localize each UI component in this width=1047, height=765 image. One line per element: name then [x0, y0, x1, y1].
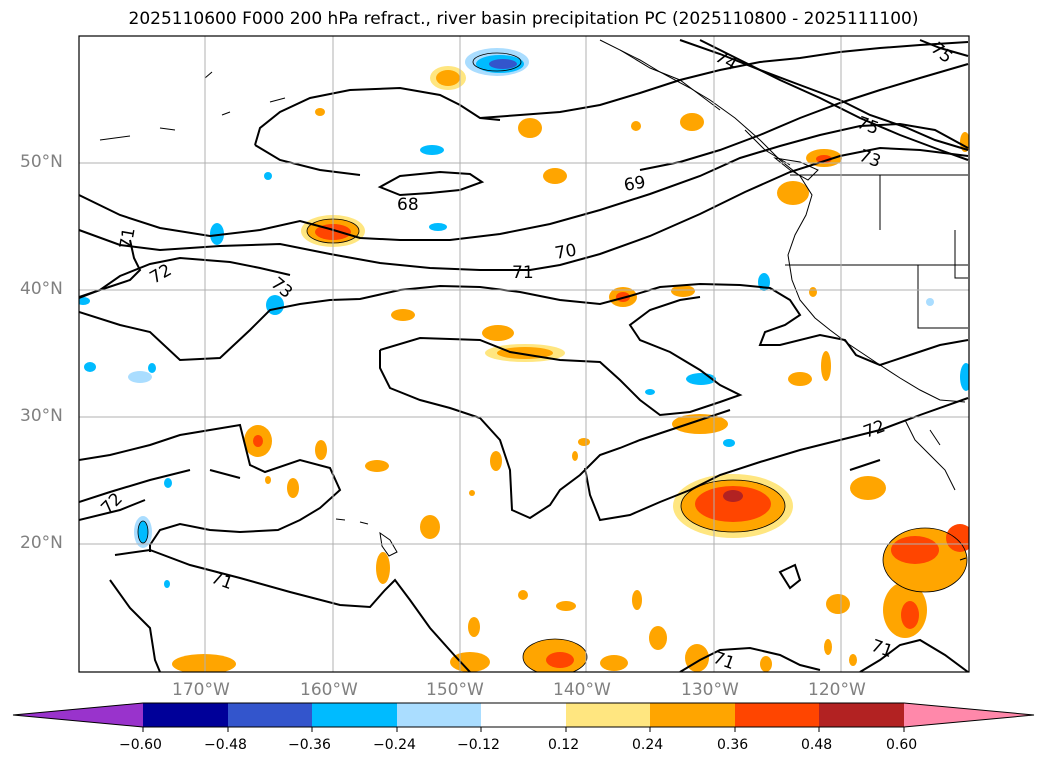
colorbar-tick-label: 0.48	[801, 737, 833, 753]
lat-label: 50°N	[20, 152, 63, 172]
contour-label: 69	[622, 172, 647, 195]
lat-label: 20°N	[20, 533, 63, 553]
contour-label: 70	[553, 240, 578, 263]
lat-label: 30°N	[20, 406, 63, 426]
colorbar-segment	[397, 703, 481, 727]
graticule	[79, 36, 969, 672]
colorbar-segment	[228, 703, 312, 727]
colorbar-tick-label: 0.24	[632, 737, 664, 753]
lon-label: 170°W	[172, 680, 230, 700]
colorbar-tick-label: −0.24	[373, 737, 416, 753]
colorbar-segment	[312, 703, 397, 727]
lat-label: 40°N	[20, 279, 63, 299]
colorbar-segment	[13, 703, 143, 727]
refractivity-contours	[79, 39, 969, 672]
colorbar-segment	[566, 703, 650, 727]
contour-label: 68	[397, 195, 419, 215]
colorbar-tick-label: −0.48	[204, 737, 247, 753]
lon-label: 140°W	[553, 680, 611, 700]
lon-label: 150°W	[426, 680, 484, 700]
colorbar	[12, 702, 1035, 732]
colorbar-segment	[735, 703, 819, 727]
lon-label: 130°W	[681, 680, 739, 700]
colorbar-segment	[904, 703, 1034, 727]
contour-label: 71	[512, 263, 534, 283]
colorbar-tick-label: −0.60	[119, 737, 162, 753]
lon-label: 160°W	[300, 680, 358, 700]
colorbar-segment	[481, 703, 566, 727]
colorbar-segment	[143, 703, 228, 727]
colorbar-tick-label: 0.60	[886, 737, 918, 753]
colorbar-tick-label: −0.12	[457, 737, 500, 753]
contour-label: 71	[116, 226, 139, 251]
shading-outlines	[137, 52, 968, 672]
lon-label: 120°W	[808, 680, 866, 700]
colorbar-segment	[819, 703, 904, 727]
map-title: 2025110600 F000 200 hPa refract., river …	[128, 9, 919, 29]
colorbar-tick-label: −0.36	[288, 737, 331, 753]
plot-frame	[78, 35, 970, 673]
colorbar-segment	[650, 703, 735, 727]
colorbar-tick-label: 0.12	[548, 737, 580, 753]
colorbar-tick-label: 0.36	[717, 737, 749, 753]
